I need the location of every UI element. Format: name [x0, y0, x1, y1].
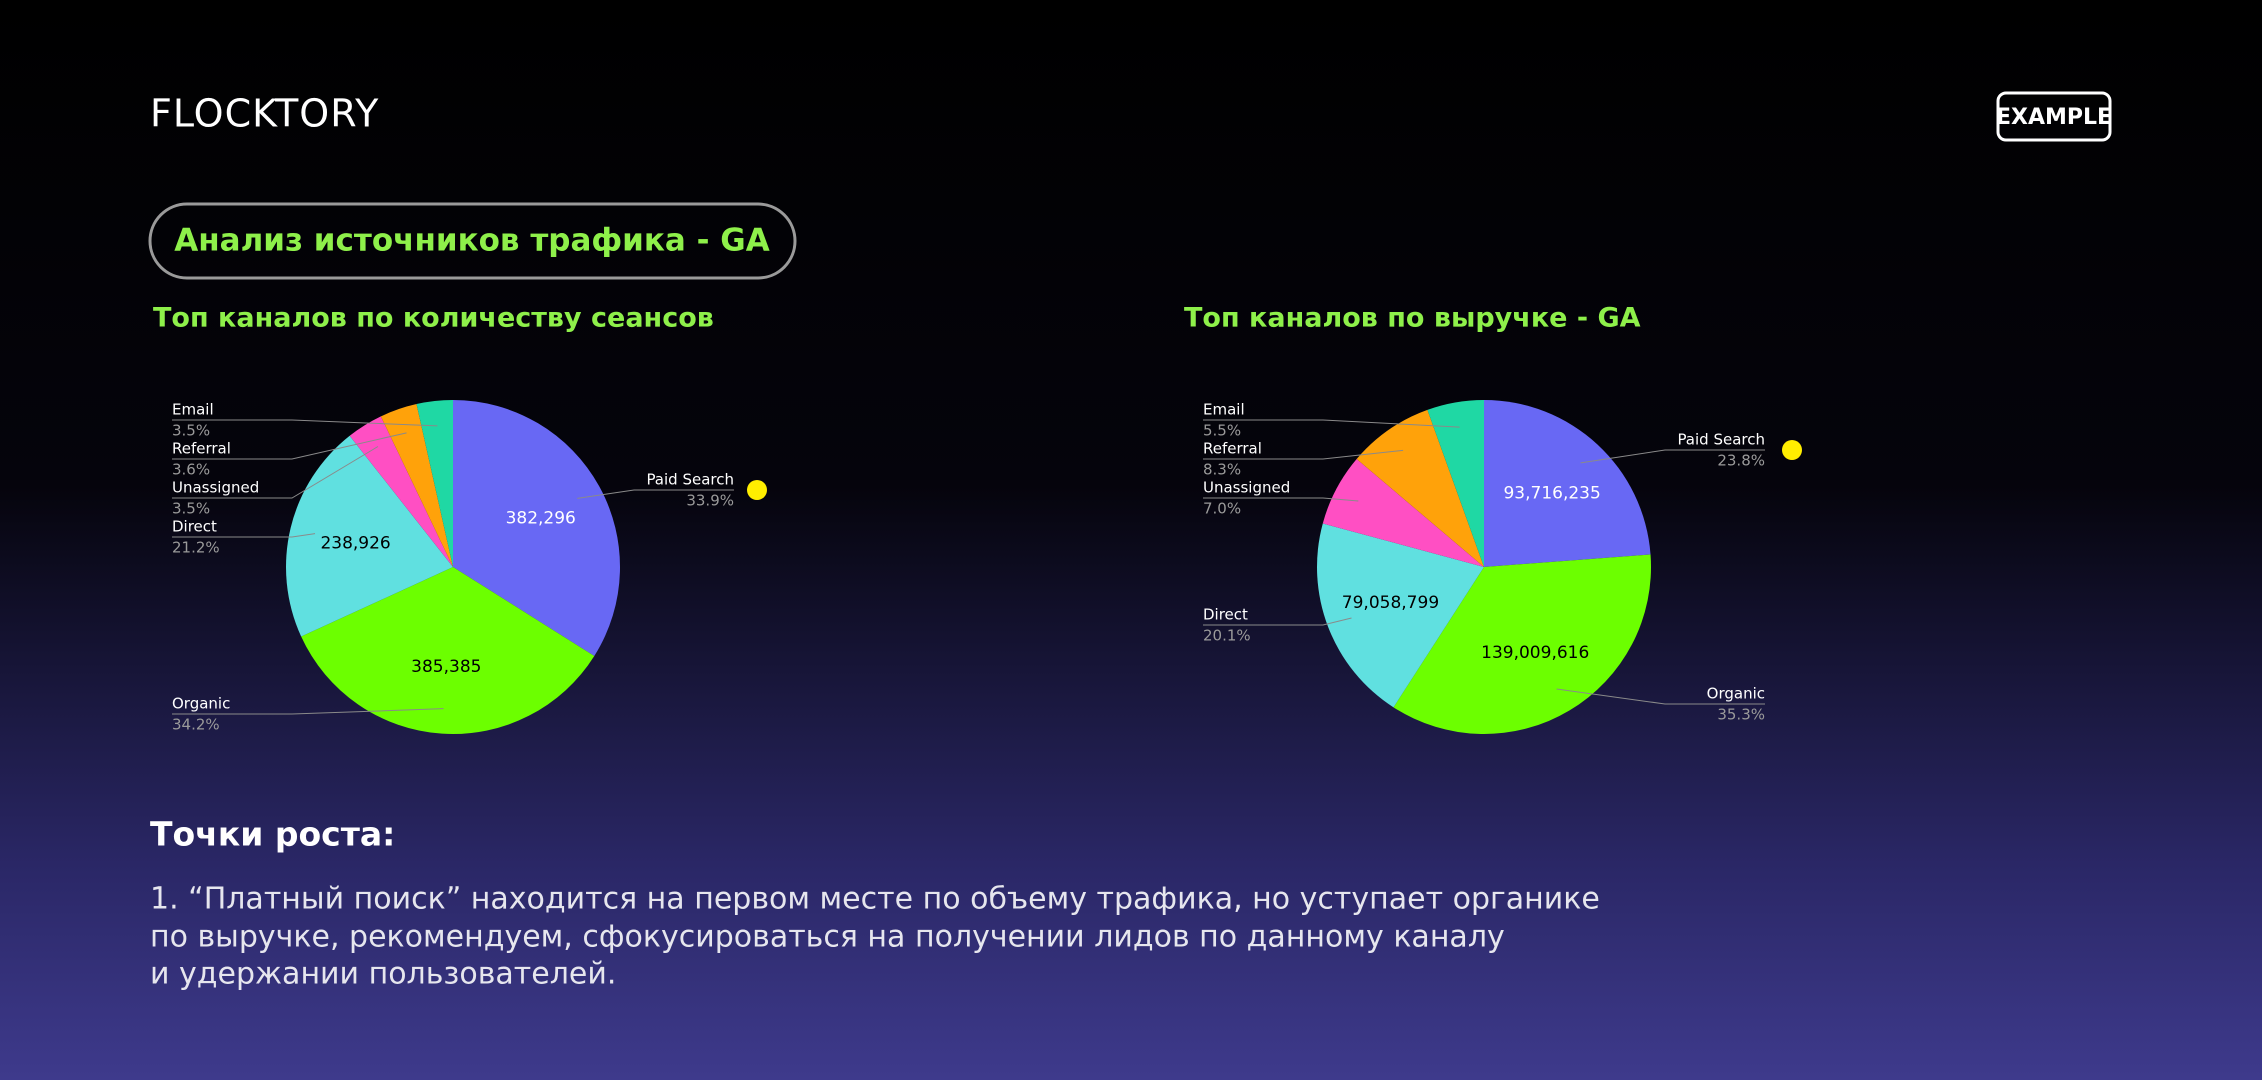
slice-value-label: 139,009,616	[1481, 643, 1589, 663]
legend-percent: 5.5%	[1203, 422, 1241, 440]
leader-line	[172, 419, 438, 427]
legend-percent: 3.5%	[172, 500, 210, 518]
leader-line	[172, 432, 407, 460]
slice-value-label: 382,296	[506, 509, 576, 529]
legend-name: Email	[1203, 401, 1245, 419]
legend-percent: 7.0%	[1203, 500, 1241, 518]
growth-line: по выручке, рекомендуем, сфокусироваться…	[150, 920, 1505, 955]
header-pill	[148, 202, 797, 280]
legend-name: Paid Search	[1677, 431, 1765, 449]
badge: EXAMPLE	[1996, 105, 2112, 130]
pie-slice	[380, 404, 453, 567]
legend-name: Unassigned	[172, 479, 259, 497]
dot	[1782, 440, 1802, 460]
growth-line: и удержании пользователей.	[150, 957, 616, 992]
leader-line	[172, 708, 444, 715]
pie-slice	[1484, 400, 1651, 567]
chart-title: Топ каналов по количеству сеансов	[153, 303, 714, 334]
legend-name: Unassigned	[1203, 479, 1290, 497]
leader-line	[172, 446, 379, 499]
legend-percent: 23.8%	[1717, 452, 1765, 470]
growth-title: Точки роста:	[150, 815, 395, 854]
pie-slice	[285, 435, 453, 637]
leader-line	[577, 489, 734, 499]
legend-name: Direct	[172, 518, 217, 536]
legend-name: Organic	[172, 695, 230, 713]
pie-slice	[1316, 523, 1484, 708]
pie-slice	[1322, 458, 1484, 567]
header: Анализ источников трафика - GA	[174, 223, 770, 259]
leader-line	[172, 533, 316, 538]
legend-name: Paid Search	[646, 471, 734, 489]
slice-value-label: 79,058,799	[1342, 593, 1439, 613]
leader-line	[1203, 419, 1460, 428]
pie-slice	[453, 400, 620, 657]
legend-percent: 34.2%	[172, 716, 220, 734]
badge-frame	[1996, 91, 2112, 142]
logo: FLOCKTORY	[150, 92, 379, 136]
pie-slice	[301, 567, 595, 735]
legend-percent: 33.9%	[686, 492, 734, 510]
slice-value-label: 385,385	[411, 657, 481, 677]
leader-line	[1203, 497, 1359, 502]
leader-line	[1580, 449, 1765, 464]
slice-value-label: 93,716,235	[1503, 484, 1600, 504]
legend-percent: 20.1%	[1203, 627, 1251, 645]
pie-slice	[416, 400, 453, 567]
legend-name: Referral	[1203, 440, 1262, 458]
pie-slice	[1427, 400, 1484, 567]
dot	[747, 480, 767, 500]
legend-percent: 21.2%	[172, 539, 220, 557]
slice-value-label: 238,926	[320, 533, 390, 553]
legend-name: Organic	[1707, 685, 1765, 703]
pie-slice	[1393, 554, 1651, 734]
pie-slice	[1356, 409, 1484, 567]
chart-title: Топ каналов по выручке - GA	[1184, 303, 1641, 334]
leader-line	[1203, 449, 1404, 460]
legend-percent: 35.3%	[1717, 706, 1765, 724]
growth-line: 1. “Платный поиск” находится на первом м…	[150, 882, 1600, 917]
pie-slice	[349, 416, 453, 567]
legend-name: Email	[172, 401, 214, 419]
legend-percent: 3.5%	[172, 422, 210, 440]
legend-name: Direct	[1203, 606, 1248, 624]
legend-percent: 8.3%	[1203, 461, 1241, 479]
leader-line	[1203, 617, 1352, 626]
legend-name: Referral	[172, 440, 231, 458]
leader-line	[1556, 688, 1765, 705]
legend-percent: 3.6%	[172, 461, 210, 479]
